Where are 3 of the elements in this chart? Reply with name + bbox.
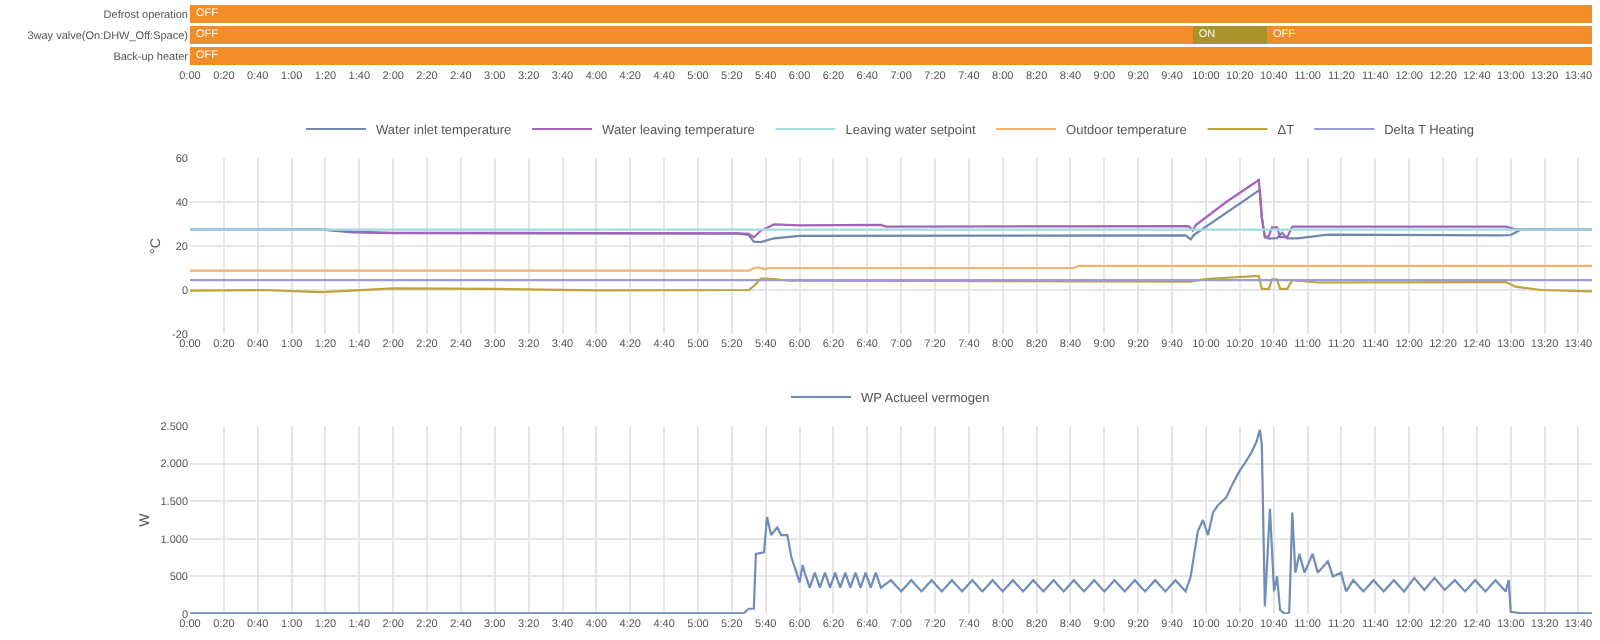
line-series bbox=[190, 274, 1592, 294]
line-series bbox=[190, 428, 1592, 614]
bar bbox=[1192, 25, 1267, 45]
